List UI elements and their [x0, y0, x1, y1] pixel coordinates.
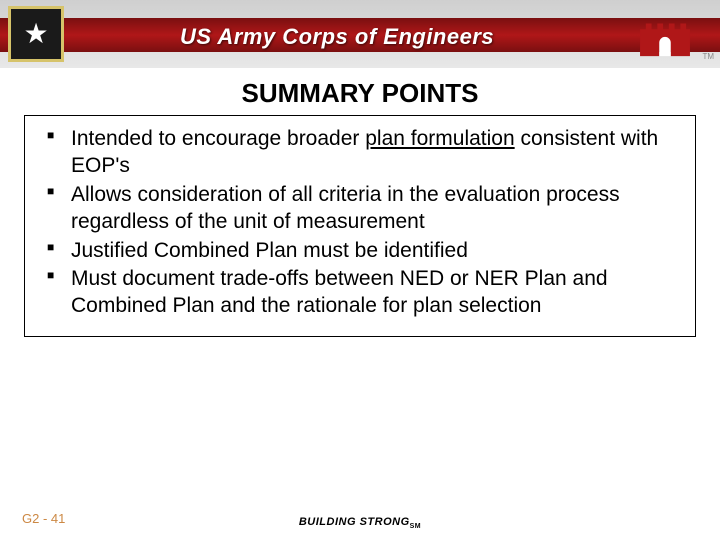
- bullet-text-pre: Justified Combined Plan must be identifi…: [71, 239, 468, 262]
- army-logo: ★: [8, 6, 64, 62]
- bullet-text-pre: Intended to encourage broader: [71, 127, 365, 150]
- bullet-item: Allows consideration of all criteria in …: [43, 182, 677, 236]
- slide-title: SUMMARY POINTS: [24, 78, 696, 109]
- bullet-text-pre: Must document trade-offs between NED or …: [71, 267, 608, 317]
- slide-header: ★ US Army Corps of Engineers TM: [0, 0, 720, 68]
- footer-tagline-main: BUILDING STRONG: [299, 516, 410, 528]
- bullet-item: Justified Combined Plan must be identifi…: [43, 238, 677, 265]
- footer-tagline: BUILDING STRONGSM: [299, 516, 421, 530]
- castle-logo-icon: [636, 10, 694, 58]
- footer-page-number: G2 - 41: [22, 511, 65, 526]
- bullet-text-pre: Allows consideration of all criteria in …: [71, 183, 620, 233]
- slide-content: SUMMARY POINTS Intended to encourage bro…: [0, 68, 720, 337]
- summary-points-box: Intended to encourage broader plan formu…: [24, 115, 696, 337]
- footer-tagline-sm: SM: [410, 523, 422, 530]
- trademark-label: TM: [702, 52, 714, 61]
- bullet-item: Intended to encourage broader plan formu…: [43, 126, 677, 180]
- header-org-title: US Army Corps of Engineers: [180, 24, 494, 50]
- bullet-text-underlined: plan formulation: [365, 127, 514, 150]
- bullet-list: Intended to encourage broader plan formu…: [43, 126, 677, 320]
- bullet-item: Must document trade-offs between NED or …: [43, 266, 677, 320]
- army-star-icon: ★: [23, 20, 48, 48]
